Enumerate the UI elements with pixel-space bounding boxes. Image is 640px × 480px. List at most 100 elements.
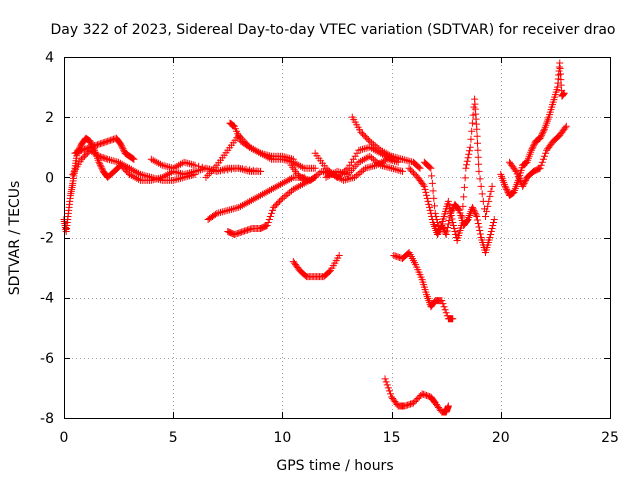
data-point [536, 164, 544, 172]
data-point [129, 172, 137, 180]
data-point [180, 173, 188, 181]
data-point [358, 130, 366, 138]
data-point [195, 162, 203, 170]
data-point [439, 300, 447, 308]
data-point [107, 136, 115, 144]
data-point [166, 169, 174, 177]
data-point [278, 194, 286, 202]
data-point [176, 160, 184, 168]
data-point [461, 174, 469, 182]
data-point [293, 160, 301, 168]
data-point [93, 151, 101, 159]
data-point [320, 168, 328, 176]
data-point [312, 172, 320, 180]
data-point [318, 167, 326, 175]
data-point [282, 156, 290, 164]
data-point [426, 163, 434, 171]
data-point [87, 139, 95, 147]
data-point [169, 176, 177, 184]
data-point [530, 140, 538, 148]
data-point [350, 173, 358, 181]
series-track-j [311, 143, 396, 181]
data-point [162, 162, 170, 170]
data-point [418, 390, 426, 398]
data-point [408, 158, 416, 166]
x-tick-label: 5 [169, 430, 178, 446]
data-point [383, 381, 391, 389]
data-point [325, 268, 333, 276]
data-point [298, 174, 306, 182]
series-track-o [381, 375, 452, 416]
data-point [473, 132, 481, 140]
data-point [419, 181, 427, 189]
data-point [175, 169, 183, 177]
data-point [284, 176, 292, 184]
data-point [373, 158, 381, 166]
data-point [449, 315, 457, 323]
data-point [173, 168, 181, 176]
data-point [427, 164, 435, 172]
data-point [366, 137, 374, 145]
data-point [142, 172, 150, 180]
data-point [79, 146, 87, 154]
data-point [307, 176, 315, 184]
data-point [129, 155, 137, 163]
data-point [434, 221, 442, 229]
data-point [424, 197, 432, 205]
data-point [473, 125, 481, 133]
data-point [400, 156, 408, 164]
data-point [462, 164, 470, 172]
data-point [401, 402, 409, 410]
data-point [118, 142, 126, 150]
data-point [189, 171, 197, 179]
data-point [342, 170, 350, 178]
data-point [369, 162, 377, 170]
data-point [96, 140, 104, 148]
data-point [153, 175, 161, 183]
data-point [171, 163, 179, 171]
data-point [310, 173, 318, 181]
data-point [390, 252, 398, 260]
data-point [451, 227, 459, 235]
data-point [487, 187, 495, 195]
data-point [406, 157, 414, 165]
data-point [175, 161, 183, 169]
data-point [489, 221, 497, 229]
data-point [537, 133, 545, 141]
data-point [324, 172, 332, 180]
data-point [424, 392, 432, 400]
data-point [227, 205, 235, 213]
data-point [404, 401, 412, 409]
data-point [459, 202, 467, 210]
data-point [324, 166, 332, 174]
data-point [126, 164, 134, 172]
data-point [399, 155, 407, 163]
data-point [442, 230, 450, 238]
data-point [129, 166, 137, 174]
data-point [286, 157, 294, 165]
data-point [271, 202, 279, 210]
data-point [393, 253, 401, 261]
data-point [269, 206, 277, 214]
data-point [280, 178, 288, 186]
data-point [257, 191, 265, 199]
data-point [169, 164, 177, 172]
data-point [467, 135, 475, 143]
data-point [503, 187, 511, 195]
data-point [255, 192, 263, 200]
data-point [151, 157, 159, 165]
data-point [458, 212, 466, 220]
data-point [460, 183, 468, 191]
data-point [140, 171, 148, 179]
data-point [362, 154, 370, 162]
data-point [267, 185, 275, 193]
data-point [463, 157, 471, 165]
data-point [353, 149, 361, 157]
series-track-l [348, 113, 424, 172]
data-point [475, 167, 483, 175]
data-point [364, 153, 372, 161]
y-axis-label: SDTVAR / TECUs [7, 181, 23, 296]
data-point [484, 202, 492, 210]
data-point [326, 171, 334, 179]
data-point [229, 205, 237, 213]
